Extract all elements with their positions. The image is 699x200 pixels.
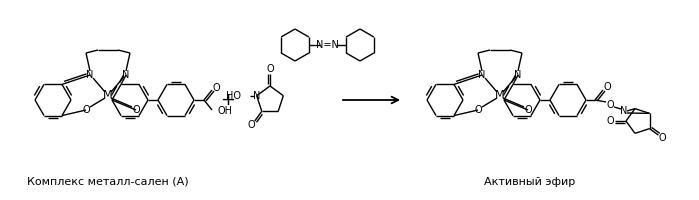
Text: N: N xyxy=(478,70,486,80)
Text: N: N xyxy=(122,70,130,80)
Text: O: O xyxy=(82,105,89,115)
Text: O: O xyxy=(132,105,140,115)
Text: O: O xyxy=(474,105,482,115)
Text: O: O xyxy=(606,116,614,126)
Text: O: O xyxy=(606,100,614,110)
Text: O: O xyxy=(658,133,666,143)
Text: Комплекс металл-сален (А): Комплекс металл-сален (А) xyxy=(27,177,189,187)
Text: N: N xyxy=(514,70,521,80)
Text: N: N xyxy=(86,70,94,80)
Text: O: O xyxy=(524,105,532,115)
Text: OH: OH xyxy=(218,106,233,116)
Text: HO: HO xyxy=(226,91,240,101)
Text: O: O xyxy=(266,64,274,74)
Text: O: O xyxy=(248,120,256,130)
Text: O: O xyxy=(212,83,219,93)
Text: +: + xyxy=(220,91,236,109)
Text: N=N: N=N xyxy=(316,40,339,50)
Text: M: M xyxy=(103,90,113,100)
Text: N: N xyxy=(253,91,260,101)
Text: N: N xyxy=(620,106,628,116)
Text: O: O xyxy=(603,82,611,92)
Text: Активный эфир: Активный эфир xyxy=(484,177,575,187)
Text: M: M xyxy=(495,90,505,100)
